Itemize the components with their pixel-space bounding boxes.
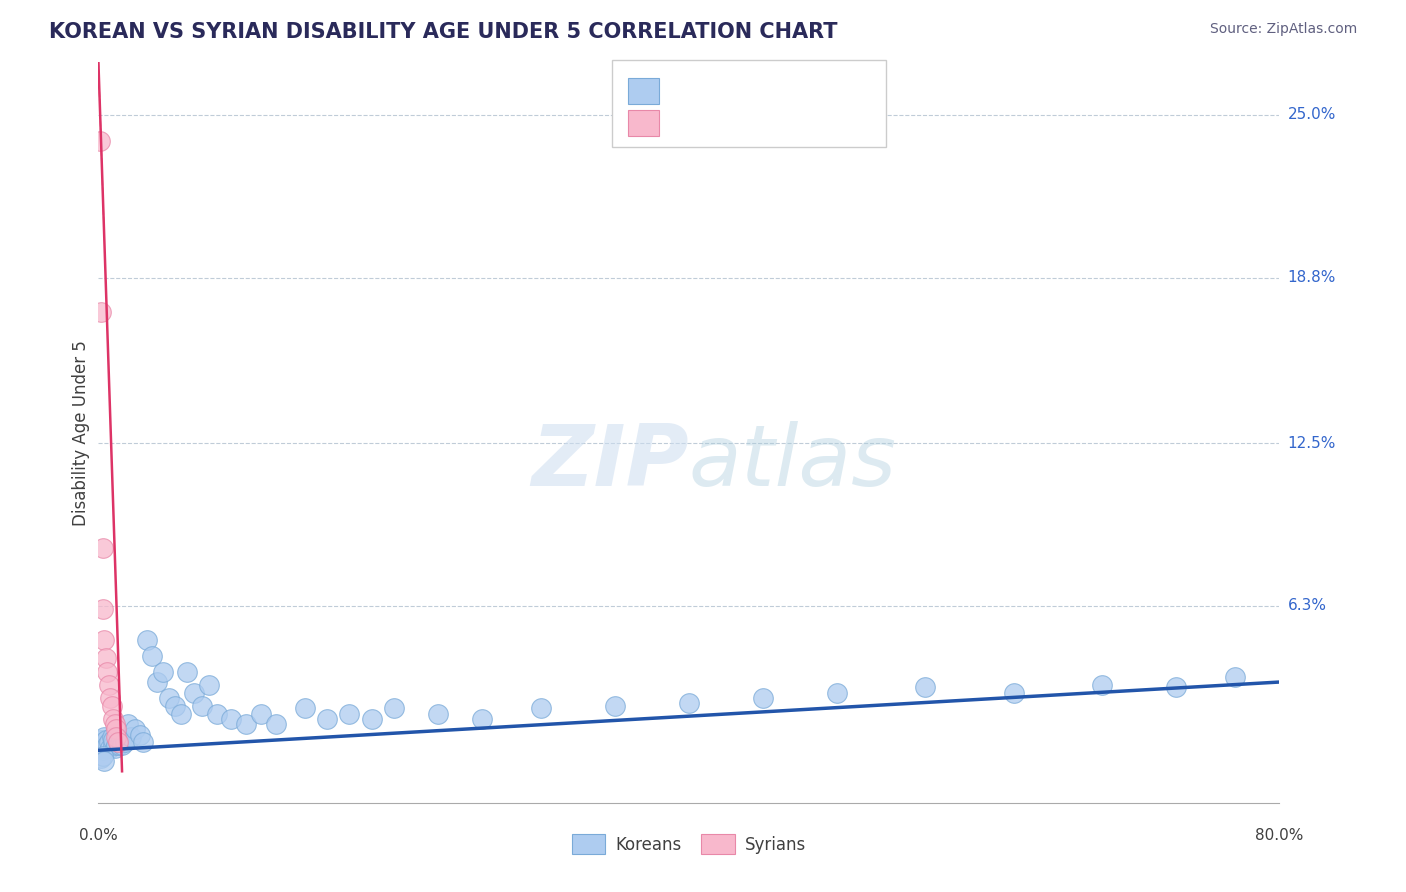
- Point: [427, 706, 450, 721]
- Text: R = 0.227    N = 63: R = 0.227 N = 63: [671, 84, 828, 98]
- Point: [94, 651, 117, 665]
- Point: [90, 305, 112, 319]
- Point: [146, 675, 169, 690]
- Point: [90, 751, 112, 765]
- Point: [191, 698, 214, 713]
- Point: [104, 740, 127, 755]
- Point: [165, 698, 187, 713]
- Point: [91, 743, 114, 757]
- Point: [103, 732, 125, 747]
- Point: [97, 678, 120, 692]
- Text: atlas: atlas: [689, 421, 897, 504]
- Point: [339, 706, 361, 721]
- Point: [250, 706, 273, 721]
- Legend: Koreans, Syrians: Koreans, Syrians: [565, 828, 813, 861]
- Text: 80.0%: 80.0%: [1256, 828, 1303, 843]
- Point: [170, 706, 193, 721]
- Point: [316, 712, 339, 726]
- Text: 6.3%: 6.3%: [1288, 599, 1327, 614]
- Point: [93, 633, 115, 648]
- Point: [1166, 680, 1188, 694]
- Point: [471, 712, 494, 726]
- Text: KOREAN VS SYRIAN DISABILITY AGE UNDER 5 CORRELATION CHART: KOREAN VS SYRIAN DISABILITY AGE UNDER 5 …: [49, 22, 838, 42]
- Point: [93, 754, 115, 768]
- Point: [110, 732, 132, 747]
- Point: [105, 738, 128, 752]
- Text: 12.5%: 12.5%: [1288, 435, 1336, 450]
- Point: [176, 665, 198, 679]
- Point: [93, 738, 115, 752]
- Point: [141, 648, 163, 663]
- Point: [98, 740, 121, 755]
- Point: [93, 730, 115, 744]
- Point: [107, 735, 129, 749]
- Point: [294, 701, 316, 715]
- Point: [221, 712, 243, 726]
- Point: [90, 732, 112, 747]
- Point: [264, 717, 287, 731]
- Point: [132, 735, 155, 749]
- Point: [914, 680, 936, 694]
- Point: [97, 735, 120, 749]
- Point: [124, 723, 146, 737]
- Point: [198, 678, 221, 692]
- Point: [91, 601, 114, 615]
- Point: [103, 712, 125, 726]
- Point: [117, 717, 139, 731]
- Point: [98, 690, 121, 705]
- Text: 25.0%: 25.0%: [1288, 107, 1336, 122]
- Point: [605, 698, 627, 713]
- Text: 18.8%: 18.8%: [1288, 270, 1336, 285]
- Point: [91, 541, 114, 556]
- Point: [107, 735, 129, 749]
- Point: [825, 685, 848, 699]
- Point: [1225, 670, 1247, 684]
- Point: [205, 706, 228, 721]
- Point: [105, 730, 128, 744]
- Point: [157, 690, 180, 705]
- Point: [1091, 678, 1114, 692]
- Point: [1002, 685, 1025, 699]
- Point: [152, 665, 174, 679]
- Point: [114, 735, 136, 749]
- Point: [96, 665, 118, 679]
- Text: Source: ZipAtlas.com: Source: ZipAtlas.com: [1209, 22, 1357, 37]
- Point: [235, 717, 257, 731]
- Point: [360, 712, 382, 726]
- Point: [108, 738, 131, 752]
- Point: [94, 732, 117, 747]
- Point: [94, 740, 117, 755]
- Point: [100, 730, 122, 744]
- Point: [530, 701, 553, 715]
- Point: [89, 134, 111, 148]
- Point: [96, 738, 118, 752]
- Text: ZIP: ZIP: [531, 421, 689, 504]
- Text: R = 0.818    N = 15: R = 0.818 N = 15: [671, 116, 828, 130]
- Text: 0.0%: 0.0%: [79, 828, 118, 843]
- Point: [752, 690, 775, 705]
- Y-axis label: Disability Age Under 5: Disability Age Under 5: [72, 340, 90, 525]
- Point: [100, 698, 122, 713]
- Point: [89, 738, 111, 752]
- Point: [111, 738, 134, 752]
- Point: [90, 740, 112, 755]
- Point: [678, 696, 700, 710]
- Point: [104, 717, 127, 731]
- Point: [103, 738, 125, 752]
- Point: [382, 701, 405, 715]
- Point: [136, 633, 159, 648]
- Point: [91, 735, 114, 749]
- Point: [183, 685, 205, 699]
- Point: [105, 723, 128, 737]
- Point: [91, 748, 114, 763]
- Point: [120, 730, 142, 744]
- Point: [128, 727, 150, 741]
